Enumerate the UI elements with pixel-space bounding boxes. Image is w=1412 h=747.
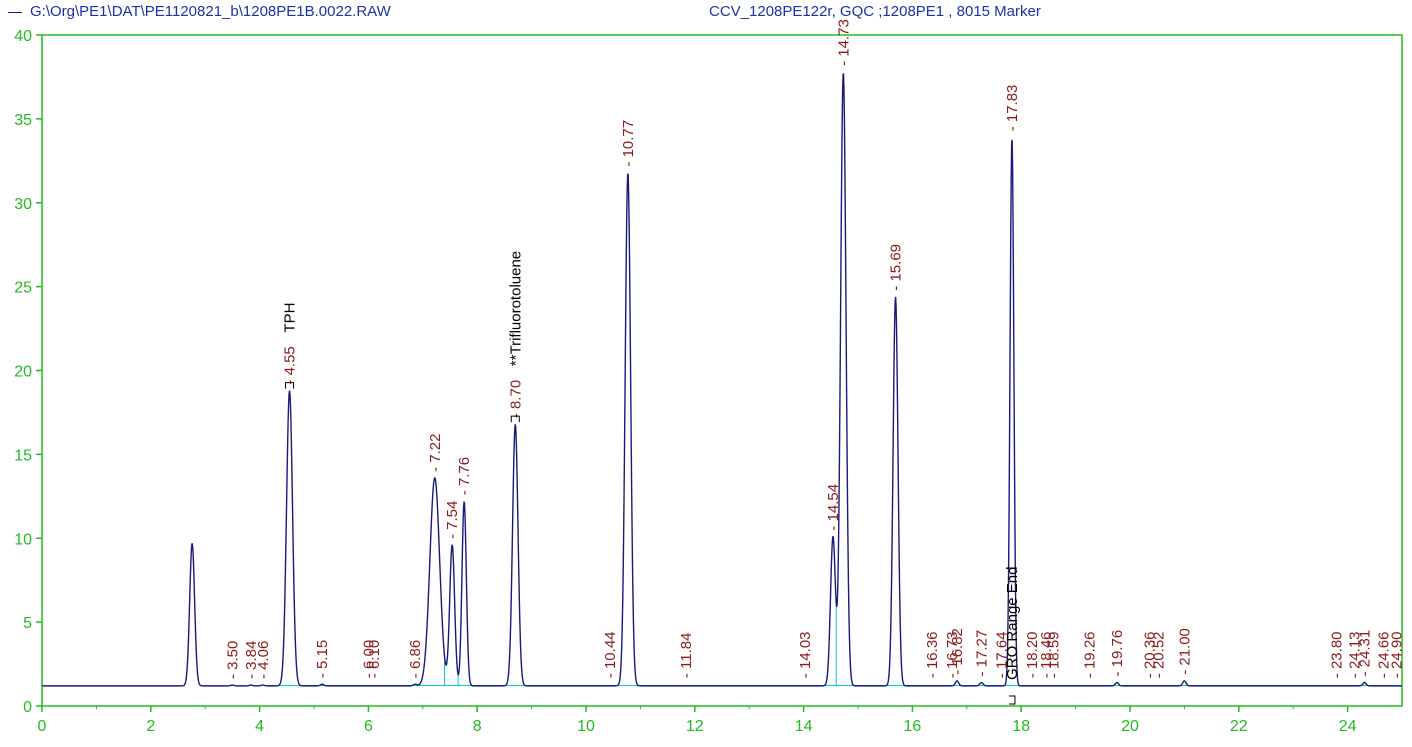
x-tick-label: 4 xyxy=(255,718,264,735)
retention-time-label: - 3.50 xyxy=(224,641,241,679)
retention-time-label: - 20.52 xyxy=(1150,631,1167,678)
x-tick-label: 24 xyxy=(1339,718,1357,735)
retention-time-label: - 6.00 xyxy=(360,640,377,678)
retention-time-label: - 3.84 xyxy=(243,641,260,679)
retention-time-label: - 6.86 xyxy=(407,640,424,678)
retention-time-label: - 7.22 xyxy=(427,434,444,472)
retention-time-label: - 16.36 xyxy=(924,631,941,678)
retention-time-label: - 11.84 xyxy=(678,633,695,679)
x-tick-label: 10 xyxy=(577,718,595,735)
y-tick-label: 10 xyxy=(14,531,32,548)
retention-time-label: - 17.83 xyxy=(1004,85,1021,132)
retention-time-label: - 14.03 xyxy=(797,631,814,678)
retention-time-label: - 18.59 xyxy=(1045,631,1062,678)
x-tick-label: 16 xyxy=(904,718,922,735)
retention-time-label: - 24.90 xyxy=(1389,631,1406,678)
retention-time-label: - 17.27 xyxy=(974,630,991,677)
x-tick-label: 8 xyxy=(473,718,482,735)
y-tick-label: 20 xyxy=(14,364,32,381)
retention-time-label: - 19.76 xyxy=(1109,630,1126,677)
compound-label: GRO Range End xyxy=(1004,566,1021,679)
retention-time-label: - 24.31 xyxy=(1357,630,1374,677)
x-tick-label: 22 xyxy=(1230,718,1248,735)
retention-time-label: - 16.82 xyxy=(949,628,966,675)
y-tick-label: 5 xyxy=(23,615,32,632)
retention-time-label: - 7.76 xyxy=(456,457,473,495)
y-tick-label: 0 xyxy=(23,699,32,716)
retention-time-label: - 10.44 xyxy=(602,631,619,678)
retention-time-label: - 10.77 xyxy=(620,120,637,167)
trace-legend-swatch xyxy=(8,11,22,13)
x-tick-label: 12 xyxy=(686,718,704,735)
retention-time-label: - 14.54 xyxy=(825,484,842,531)
retention-time-label: - 4.55 xyxy=(282,346,299,384)
range-end-marker xyxy=(1008,695,1016,705)
compound-marker xyxy=(510,415,520,423)
compound-label: **Trifluorotoluene xyxy=(507,251,524,366)
y-tick-label: 25 xyxy=(14,280,32,297)
y-tick-label: 15 xyxy=(14,447,32,464)
y-tick-label: 40 xyxy=(14,28,32,45)
x-tick-label: 6 xyxy=(364,718,373,735)
retention-time-label: - 4.06 xyxy=(255,641,272,679)
method-label: CCV_1208PE122r, GQC ;1208PE1 , 8015 Mark… xyxy=(709,3,1041,20)
retention-time-label: - 19.26 xyxy=(1082,631,1099,678)
retention-time-label: - 17.64 xyxy=(994,631,1011,678)
retention-time-label: - 5.15 xyxy=(314,640,331,678)
plot-frame xyxy=(41,34,1403,707)
retention-time-label: - 21.00 xyxy=(1176,628,1193,675)
chromatogram-trace xyxy=(42,73,1402,687)
compound-marker xyxy=(285,382,295,389)
retention-time-label: - 24.13 xyxy=(1347,631,1364,678)
retention-time-label: - 20.36 xyxy=(1142,631,1159,678)
retention-time-label: - 16.73 xyxy=(944,631,961,678)
retention-time-label: - 24.66 xyxy=(1376,631,1393,678)
x-tick-label: 2 xyxy=(146,718,155,735)
retention-time-label: - 8.70 xyxy=(507,380,524,418)
retention-time-label: - 18.46 xyxy=(1038,631,1055,678)
x-tick-label: 0 xyxy=(38,718,47,735)
retention-time-label: - 23.80 xyxy=(1329,631,1346,678)
retention-time-label: - 7.54 xyxy=(444,501,461,539)
y-tick-label: 35 xyxy=(14,112,32,129)
compound-label: TPH xyxy=(282,303,299,333)
retention-time-label: - 6.10 xyxy=(366,640,383,678)
x-tick-label: 20 xyxy=(1121,718,1139,735)
trace-legend: G:\Org\PE1\DAT\PE1120821_b\1208PE1B.0022… xyxy=(8,3,391,20)
x-tick-label: 18 xyxy=(1012,718,1030,735)
y-tick-label: 30 xyxy=(14,196,32,213)
retention-time-label: - 14.73 xyxy=(835,19,852,66)
x-tick-label: 14 xyxy=(795,718,813,735)
retention-time-label: - 18.20 xyxy=(1024,631,1041,678)
retention-time-label: - 15.69 xyxy=(888,244,905,291)
trace-file-label: G:\Org\PE1\DAT\PE1120821_b\1208PE1B.0022… xyxy=(30,3,391,20)
